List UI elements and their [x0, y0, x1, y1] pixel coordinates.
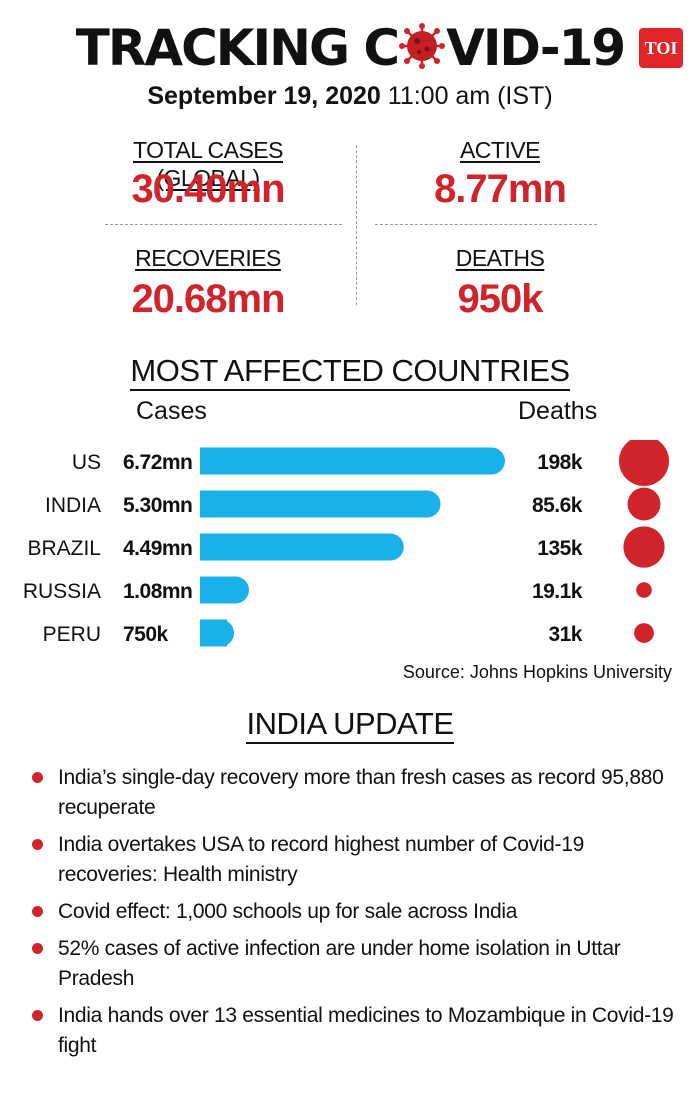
source-note: Source: Johns Hopkins University — [402, 662, 672, 682]
india-update-list: India’s single-day recovery more than fr… — [30, 763, 680, 1068]
list-item: Covid effect: 1,000 schools up for sale … — [30, 897, 680, 927]
bullet-icon — [32, 906, 43, 917]
cases-value-label: 4.49mn — [123, 537, 192, 560]
deaths-value-label: 31k — [548, 623, 582, 646]
list-item: India overtakes USA to record highest nu… — [30, 830, 680, 890]
list-item: 52% cases of active infection are under … — [30, 934, 680, 994]
active-label: ACTIVE — [459, 137, 541, 163]
cases-bar-square-end — [200, 447, 227, 475]
page-title: TRACKING C VID-19 — [75, 19, 626, 77]
cases-value-label: 1.08mn — [123, 580, 192, 603]
country-label: INDIA — [45, 494, 101, 517]
cases-bar-square-end — [200, 619, 227, 647]
cases-bar-square-end — [200, 533, 227, 561]
chart-title: MOST AFFECTED COUNTRIES — [0, 352, 700, 391]
toi-logo: TOI — [639, 28, 683, 68]
cases-header: Cases — [136, 397, 207, 425]
deaths-bubble — [634, 623, 654, 643]
bullet-icon — [32, 1010, 43, 1021]
divider — [105, 224, 342, 225]
active-value: 8.77mn — [434, 167, 567, 211]
cases-value-label: 5.30mn — [123, 494, 192, 517]
cases-bar — [200, 447, 505, 475]
cases-bar — [200, 533, 404, 561]
deaths-value-label: 19.1k — [532, 580, 583, 603]
deaths-value-label: 135k — [537, 537, 583, 560]
bullet-icon — [32, 839, 43, 850]
total-cases-label: TOTAL CASES (GLOBAL) — [132, 137, 284, 191]
deaths-value: 950k — [457, 277, 544, 321]
deaths-bubble — [636, 582, 652, 598]
country-label: US — [72, 451, 101, 474]
list-item: India’s single-day recovery more than fr… — [30, 763, 680, 823]
deaths-label: DEATHS — [455, 245, 545, 271]
deaths-bubble — [619, 440, 669, 486]
recoveries-value: 20.68mn — [131, 277, 285, 321]
recoveries-label: RECOVERIES — [135, 245, 281, 271]
country-label: RUSSIA — [23, 580, 101, 603]
cases-bar — [200, 490, 441, 518]
deaths-bubble — [627, 487, 661, 521]
country-chart: US 6.72mn 198k INDIA 5.30mn 85.6k BRAZIL 4.49mn… — [23, 440, 669, 647]
deaths-header: Deaths — [518, 397, 598, 425]
country-label: BRAZIL — [27, 537, 101, 560]
virus-icon — [399, 23, 446, 69]
cases-value-label: 6.72mn — [123, 451, 192, 474]
list-item: India hands over 13 essential medicines … — [30, 1001, 680, 1061]
cases-bar-square-end — [200, 490, 227, 518]
deaths-bubble — [623, 526, 665, 568]
date-line: September 19, 2020 11:00 am (IST) — [147, 82, 553, 110]
cases-value-label: 750k — [123, 623, 169, 646]
bullet-icon — [32, 943, 43, 954]
deaths-value-label: 85.6k — [532, 494, 583, 517]
country-label: PERU — [43, 623, 101, 646]
total-cases-value: 30.40mn — [131, 167, 285, 211]
divider — [375, 224, 597, 225]
cases-bar-square-end — [200, 576, 227, 604]
india-update-title: INDIA UPDATE — [0, 705, 700, 744]
bullet-icon — [32, 772, 43, 783]
deaths-value-label: 198k — [537, 451, 583, 474]
divider — [356, 145, 357, 305]
